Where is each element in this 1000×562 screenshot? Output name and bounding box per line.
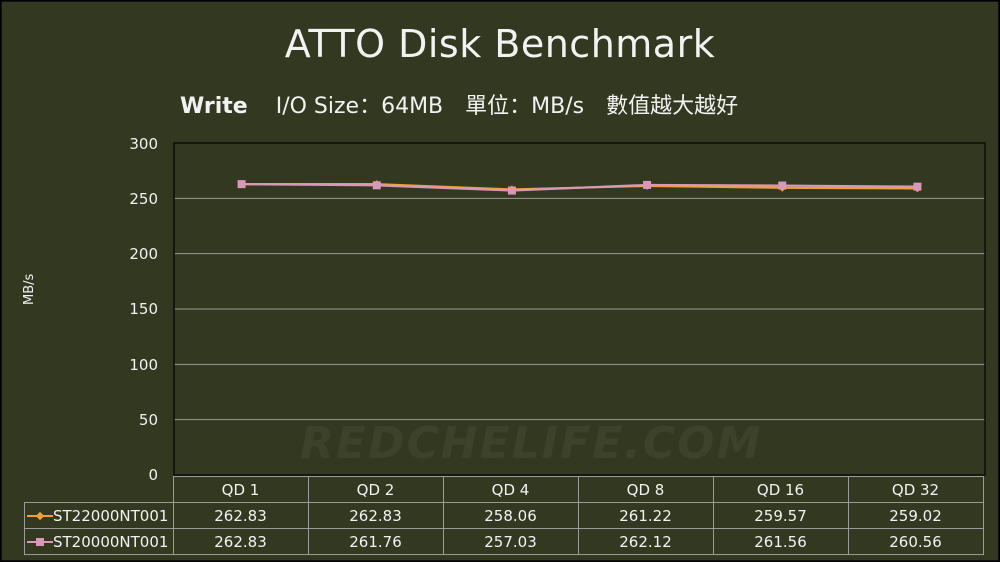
watermark: REDCHELIFE.COM: [300, 418, 763, 469]
gridlines: [174, 197, 985, 421]
data-table: QD 1 QD 2 QD 4 QD 8 QD 16 QD 32 ST22000N…: [24, 476, 984, 555]
table-cell: 260.56: [847, 528, 984, 555]
series-line: [241, 183, 918, 192]
data-point-marker: [372, 181, 381, 190]
y-tick: 50: [138, 411, 158, 429]
table-cell: 258.06: [442, 502, 579, 529]
data-point-marker: [237, 180, 246, 189]
legend-entry-st22000: ST22000NT001: [24, 502, 174, 529]
y-tick: 100: [129, 356, 158, 374]
y-tick: 0: [148, 466, 158, 484]
data-point-marker: [643, 180, 652, 189]
diamond-marker-icon: [27, 510, 53, 522]
column-header: QD 32: [847, 476, 984, 503]
y-tick: 250: [129, 190, 158, 208]
table-cell: 262.83: [172, 528, 309, 555]
table-row: ST20000NT001 262.83 261.76 257.03 262.12…: [24, 528, 984, 555]
chart-subtitle: Write I/O Size：64MB 單位：MB/s 數值越大越好: [180, 88, 738, 120]
table-header-row: QD 1 QD 2 QD 4 QD 8 QD 16 QD 32: [24, 476, 984, 503]
table-cell: 262.12: [577, 528, 714, 555]
table-cell: 261.76: [307, 528, 444, 555]
legend-entry-st20000: ST20000NT001: [24, 528, 174, 555]
y-tick: 150: [129, 300, 158, 318]
chart-title: ATTO Disk Benchmark: [284, 22, 716, 66]
table-cell: 262.83: [172, 502, 309, 529]
column-header: QD 2: [307, 476, 444, 503]
table-cell: 262.83: [307, 502, 444, 529]
subtitle-details: I/O Size：64MB 單位：MB/s 數值越大越好: [275, 94, 739, 119]
series-name: ST22000NT001: [53, 506, 169, 525]
data-point-marker: [778, 181, 787, 190]
y-tick: 300: [129, 135, 158, 153]
series-name: ST20000NT001: [53, 532, 169, 551]
series-lines: [237, 180, 922, 195]
table-cell: 261.22: [577, 502, 714, 529]
data-point-marker: [913, 182, 922, 191]
table-cell: 257.03: [442, 528, 579, 555]
square-marker-icon: [27, 536, 53, 548]
y-tick: 200: [129, 245, 158, 263]
plot-border: [173, 142, 986, 476]
table-cell: 259.02: [847, 502, 984, 529]
column-header: QD 4: [442, 476, 579, 503]
data-point-marker: [507, 186, 516, 195]
table-cell: 261.56: [712, 528, 849, 555]
subtitle-mode: Write: [180, 94, 248, 119]
column-header: QD 8: [577, 476, 714, 503]
table-row: ST22000NT001 262.83 262.83 258.06 261.22…: [24, 502, 984, 529]
table-cell: 259.57: [712, 502, 849, 529]
column-header: QD 16: [712, 476, 849, 503]
column-header: QD 1: [172, 476, 309, 503]
